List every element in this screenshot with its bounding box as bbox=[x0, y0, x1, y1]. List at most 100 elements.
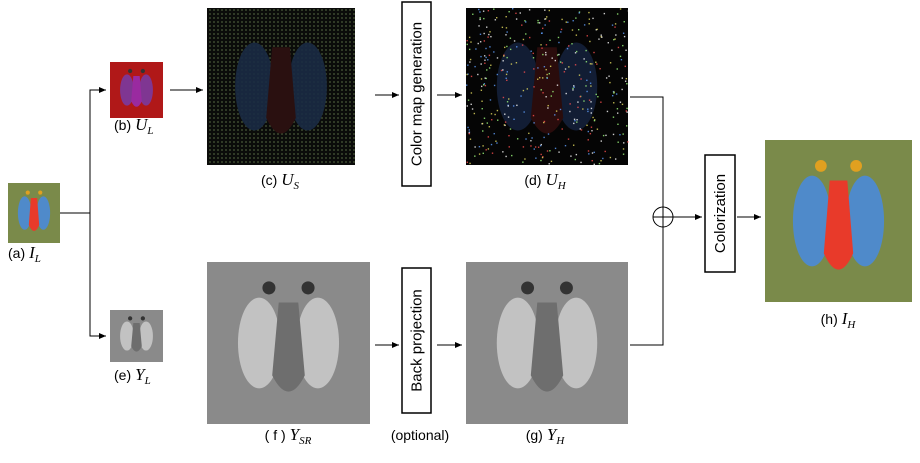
speck bbox=[590, 133, 591, 134]
speck bbox=[588, 153, 589, 154]
speck bbox=[514, 40, 515, 41]
speck bbox=[529, 37, 530, 38]
speck bbox=[542, 157, 543, 158]
panel-prefix: (a) bbox=[8, 245, 25, 261]
speck bbox=[547, 150, 548, 151]
speck bbox=[531, 137, 532, 138]
speck bbox=[497, 74, 498, 75]
speck bbox=[509, 146, 510, 147]
speck bbox=[615, 23, 616, 24]
speck bbox=[613, 134, 614, 135]
image bbox=[466, 8, 629, 165]
speck bbox=[586, 125, 587, 126]
speck bbox=[587, 35, 588, 36]
speck bbox=[529, 9, 530, 10]
speck bbox=[546, 69, 547, 70]
speck bbox=[541, 32, 542, 33]
speck bbox=[491, 119, 492, 120]
speck bbox=[591, 63, 592, 64]
speck bbox=[547, 78, 548, 79]
speck bbox=[566, 21, 567, 22]
speck bbox=[491, 113, 492, 114]
speck bbox=[549, 73, 550, 74]
speck bbox=[550, 66, 551, 67]
speck bbox=[549, 150, 550, 151]
speck bbox=[568, 138, 569, 139]
speck bbox=[485, 48, 486, 49]
speck bbox=[483, 33, 484, 34]
panel-prefix: (b) bbox=[114, 117, 131, 133]
speck bbox=[497, 119, 498, 120]
speck bbox=[591, 127, 592, 128]
speck bbox=[586, 80, 587, 81]
speck bbox=[503, 55, 504, 56]
speck bbox=[626, 83, 627, 84]
speck bbox=[620, 8, 621, 9]
speck bbox=[571, 43, 572, 44]
speck bbox=[596, 94, 597, 95]
speck bbox=[525, 33, 526, 34]
speck bbox=[589, 41, 590, 42]
speck bbox=[466, 84, 467, 85]
speck bbox=[482, 108, 483, 109]
speck bbox=[562, 128, 563, 129]
speck bbox=[469, 129, 470, 130]
speck bbox=[474, 155, 475, 156]
speck bbox=[614, 26, 615, 27]
panel-subscript: L bbox=[144, 375, 151, 387]
speck bbox=[489, 46, 490, 47]
speck bbox=[579, 74, 580, 75]
speck bbox=[591, 112, 592, 113]
speck bbox=[501, 70, 502, 71]
panel-prefix: (d) bbox=[524, 172, 541, 188]
panel-prefix: (h) bbox=[821, 311, 838, 327]
image bbox=[110, 310, 163, 362]
speck bbox=[568, 45, 569, 46]
speck bbox=[576, 119, 577, 120]
speck bbox=[613, 39, 614, 40]
speck bbox=[512, 8, 513, 9]
speck bbox=[469, 49, 470, 50]
speck bbox=[590, 85, 591, 86]
speck bbox=[471, 76, 472, 77]
speck bbox=[589, 99, 590, 100]
speck bbox=[505, 16, 506, 17]
speck bbox=[551, 95, 552, 96]
speck bbox=[590, 63, 591, 64]
speck bbox=[478, 9, 479, 10]
speck bbox=[626, 110, 627, 111]
speck bbox=[535, 157, 536, 158]
speck bbox=[481, 90, 482, 91]
speck bbox=[487, 59, 488, 60]
speck bbox=[608, 76, 609, 77]
speck bbox=[474, 146, 475, 147]
speck bbox=[613, 102, 614, 103]
speck bbox=[582, 108, 583, 109]
speck bbox=[551, 161, 552, 162]
speck bbox=[609, 82, 610, 83]
speck bbox=[572, 88, 573, 89]
speck bbox=[502, 151, 503, 152]
panel-label: (c)US bbox=[261, 170, 300, 192]
speck bbox=[588, 23, 589, 24]
speck bbox=[508, 98, 509, 99]
speck bbox=[546, 44, 547, 45]
speck bbox=[537, 22, 538, 23]
speck bbox=[478, 43, 479, 44]
speck bbox=[539, 77, 540, 78]
speck bbox=[544, 121, 545, 122]
panel-label: (a)IL bbox=[8, 243, 41, 265]
speck bbox=[569, 111, 570, 112]
process-label: Color map generation bbox=[409, 22, 426, 166]
speck bbox=[574, 119, 575, 120]
speck bbox=[555, 148, 556, 149]
speck bbox=[590, 71, 591, 72]
speck bbox=[621, 89, 622, 90]
speck bbox=[492, 152, 493, 153]
speck bbox=[470, 41, 471, 42]
speck bbox=[625, 66, 626, 67]
speck bbox=[608, 42, 609, 43]
speck bbox=[588, 131, 589, 132]
panel-subscript: SR bbox=[299, 435, 312, 447]
speck bbox=[506, 78, 507, 79]
